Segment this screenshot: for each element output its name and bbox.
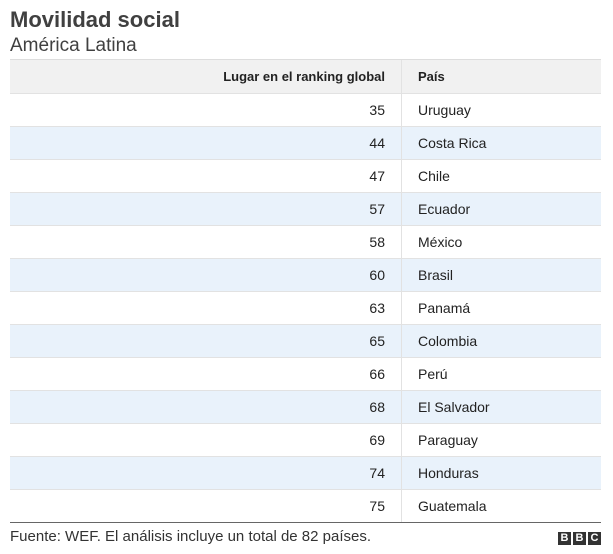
bbc-logo-letter: C [588, 532, 601, 545]
table-row: 65 Colombia [10, 324, 601, 357]
chart-subtitle: América Latina [10, 35, 137, 56]
table-row: 66 Perú [10, 357, 601, 390]
rank-cell: 68 [10, 391, 402, 423]
country-cell: Guatemala [418, 498, 487, 514]
country-cell: Uruguay [418, 102, 471, 118]
table-row: 74 Honduras [10, 456, 601, 489]
rank-cell: 57 [10, 193, 402, 225]
ranking-table: Lugar en el ranking global País 35 Urugua… [10, 59, 601, 523]
rank-cell: 44 [10, 127, 402, 159]
rank-cell: 58 [10, 226, 402, 258]
rank-cell: 65 [10, 325, 402, 357]
country-cell: Costa Rica [418, 135, 487, 151]
source-note: Fuente: WEF. El análisis incluye un tota… [10, 528, 372, 545]
table-header: Lugar en el ranking global País [10, 59, 601, 93]
table-row: 60 Brasil [10, 258, 601, 291]
table-row: 58 México [10, 225, 601, 258]
bbc-logo-letter: B [573, 532, 586, 545]
rank-cell: 63 [10, 292, 402, 324]
rank-cell: 35 [10, 94, 402, 126]
table-row: 57 Ecuador [10, 192, 601, 225]
table-row: 35 Uruguay [10, 93, 601, 126]
table-row: 44 Costa Rica [10, 126, 601, 159]
chart-title: Movilidad social [10, 7, 180, 32]
bbc-logo-letter: B [558, 532, 571, 545]
rank-cell: 74 [10, 457, 402, 489]
country-cell: El Salvador [418, 399, 490, 415]
rank-cell: 60 [10, 259, 402, 291]
table-row: 63 Panamá [10, 291, 601, 324]
rank-cell: 69 [10, 424, 402, 456]
country-cell: Colombia [418, 333, 478, 349]
country-cell: Perú [418, 366, 448, 382]
column-header-country: País [418, 69, 445, 84]
table-row: 69 Paraguay [10, 423, 601, 456]
country-cell: Ecuador [418, 201, 471, 217]
table-row: 47 Chile [10, 159, 601, 192]
table-row: 68 El Salvador [10, 390, 601, 423]
country-cell: Honduras [418, 465, 479, 481]
rank-cell: 75 [10, 490, 402, 522]
table-body: 35 Uruguay 44 Costa Rica 47 Chile 57 Ecuador 58 M… [10, 93, 601, 522]
country-cell: México [418, 234, 463, 250]
country-cell: Brasil [418, 267, 454, 283]
rank-cell: 47 [10, 160, 402, 192]
table-row: 75 Guatemala [10, 489, 601, 522]
bbc-logo: B B C [558, 532, 601, 545]
country-cell: Paraguay [418, 432, 478, 448]
country-cell: Panamá [418, 300, 471, 316]
column-header-rank: Lugar en el ranking global [10, 60, 402, 93]
country-cell: Chile [418, 168, 450, 184]
rank-cell: 66 [10, 358, 402, 390]
